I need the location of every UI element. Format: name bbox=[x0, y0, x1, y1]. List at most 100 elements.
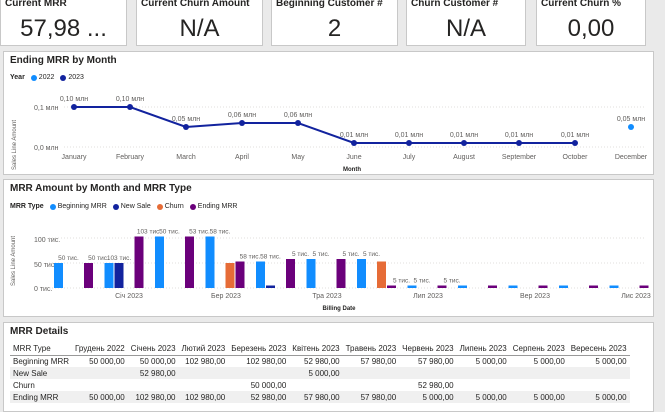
table-cell bbox=[289, 379, 342, 391]
data-point[interactable] bbox=[295, 120, 301, 126]
bar-ending-mrr[interactable] bbox=[488, 285, 497, 289]
data-label: 0,01 млн bbox=[340, 132, 368, 139]
data-point[interactable] bbox=[406, 140, 412, 146]
bar-ending-mrr[interactable] bbox=[437, 285, 447, 289]
column-header[interactable]: Червень 2023 bbox=[399, 343, 457, 356]
legend-item-beginning-mrr[interactable]: Beginning MRR bbox=[49, 203, 107, 210]
kpi-card-churn-amount[interactable]: Current Churn Amount N/A bbox=[136, 0, 263, 46]
y-tick-label: 0,0 млн bbox=[34, 145, 59, 152]
bar-ending-mrr[interactable] bbox=[134, 236, 144, 289]
bar-churn[interactable] bbox=[225, 263, 235, 288]
bar-ending-mrr[interactable] bbox=[286, 259, 295, 288]
column-header[interactable]: Січень 2023 bbox=[127, 343, 179, 356]
y-axis-label: Sales Line Amount bbox=[12, 120, 18, 170]
data-label: 53 тис. bbox=[189, 229, 210, 236]
column-header[interactable]: Травень 2023 bbox=[342, 343, 400, 356]
data-point[interactable] bbox=[351, 140, 357, 146]
bar-ending-mrr[interactable] bbox=[387, 285, 396, 289]
kpi-card-churn-percent[interactable]: Current Churn % 0,00 bbox=[536, 0, 646, 46]
table-header-row: MRR Type Грудень 2022 Січень 2023 Лютий 202… bbox=[10, 343, 630, 356]
y-tick-label: 100 тис. bbox=[34, 237, 60, 244]
column-header[interactable]: Лютий 2023 bbox=[178, 343, 229, 356]
bar-beginning-mrr[interactable] bbox=[256, 261, 265, 289]
bar-beginning-mrr[interactable] bbox=[54, 263, 63, 288]
bar-beginning-mrr[interactable] bbox=[609, 285, 619, 289]
data-label: 0,01 млн bbox=[505, 132, 533, 139]
table-cell: 52 980,00 bbox=[418, 380, 454, 390]
kpi-card-current-mrr[interactable]: Current MRR 57,98 ... bbox=[0, 0, 127, 46]
data-point[interactable] bbox=[628, 124, 634, 130]
data-point[interactable] bbox=[516, 140, 522, 146]
mrr-by-type-bar-chart[interactable]: MRR Amount by Month and MRR Type MRR Typ… bbox=[3, 179, 654, 317]
kpi-value: N/A bbox=[179, 15, 220, 42]
x-tick-label: Січ 2023 bbox=[115, 292, 143, 300]
bar-beginning-mrr[interactable] bbox=[559, 285, 568, 289]
bar-ending-mrr[interactable] bbox=[639, 285, 649, 289]
bar-beginning-mrr[interactable] bbox=[357, 259, 366, 288]
bar-beginning-mrr[interactable] bbox=[306, 259, 316, 288]
data-point[interactable] bbox=[71, 104, 77, 110]
table-row[interactable]: Churn 50 000,00 52 980,00 bbox=[10, 379, 630, 391]
bar-beginning-mrr[interactable] bbox=[104, 263, 114, 288]
bar-new-sale[interactable] bbox=[266, 285, 275, 289]
bar-new-sale[interactable] bbox=[114, 263, 124, 288]
table-cell: 5 000,00 bbox=[533, 356, 565, 366]
bar-beginning-mrr[interactable] bbox=[407, 285, 417, 289]
table-cell bbox=[72, 379, 128, 391]
table-row[interactable]: New Sale 52 980,00 5 000,00 bbox=[10, 367, 630, 379]
table-cell: 50 000,00 bbox=[72, 391, 128, 403]
table-cell bbox=[128, 379, 179, 391]
data-label: 58 тис. bbox=[240, 254, 261, 261]
table-cell: 5 000,00 bbox=[456, 391, 510, 403]
column-header[interactable]: Березень 2023 bbox=[228, 343, 290, 356]
data-point[interactable] bbox=[183, 124, 189, 130]
bar-ending-mrr[interactable] bbox=[538, 285, 548, 289]
x-tick-label: September bbox=[502, 154, 537, 161]
table-cell bbox=[343, 379, 400, 391]
y-tick-label: 0 тис. bbox=[34, 286, 52, 293]
legend-label: New Sale bbox=[120, 203, 151, 210]
table-row[interactable]: Beginning MRR 50 000,00 50 000,00 102 980,0… bbox=[10, 355, 630, 367]
bar-beginning-mrr[interactable] bbox=[458, 285, 467, 289]
table-row[interactable]: Ending MRR 50 000,00 102 980,00 102 980,00 5… bbox=[10, 391, 630, 403]
x-axis-label: Month bbox=[343, 167, 361, 173]
bar-ending-mrr[interactable] bbox=[84, 263, 93, 288]
line-chart-plot: Sales Line Amount 0,1 млн 0,0 млн Month … bbox=[12, 96, 648, 173]
bar-beginning-mrr[interactable] bbox=[508, 285, 518, 289]
column-header[interactable]: Вересень 2023 bbox=[567, 343, 630, 356]
legend-item-2022[interactable]: 2022 bbox=[30, 74, 54, 81]
bar-beginning-mrr[interactable] bbox=[155, 236, 164, 289]
kpi-card-churn-customer[interactable]: Churn Customer # N/A bbox=[406, 0, 526, 46]
legend-item-new-sale[interactable]: New Sale bbox=[112, 203, 151, 210]
column-header[interactable]: Грудень 2022 bbox=[72, 343, 128, 356]
chart-legend: MRR Type Beginning MRR New Sale Churn En… bbox=[10, 203, 237, 210]
bar-ending-mrr[interactable] bbox=[185, 236, 194, 289]
column-header[interactable]: Квітень 2023 bbox=[289, 343, 343, 356]
y-tick-label: 50 тис. bbox=[34, 262, 56, 269]
chart-legend: Year 2022 2023 bbox=[10, 74, 84, 81]
data-point[interactable] bbox=[127, 104, 133, 110]
data-point[interactable] bbox=[572, 140, 578, 146]
legend-item-churn[interactable]: Churn bbox=[156, 203, 184, 210]
kpi-card-beginning-customer[interactable]: Beginning Customer # 2 bbox=[271, 0, 398, 46]
data-point[interactable] bbox=[239, 120, 245, 126]
mrr-details-table-panel[interactable]: MRR Details MRR Type Грудень 2022 Січень 2… bbox=[3, 322, 654, 412]
bar-beginning-mrr[interactable] bbox=[205, 236, 215, 289]
column-header[interactable]: Серпень 2023 bbox=[509, 343, 568, 356]
column-header[interactable]: MRR Type bbox=[10, 343, 73, 356]
ending-mrr-line-chart[interactable]: Ending MRR by Month Year 2022 2023 Sales… bbox=[3, 51, 654, 175]
data-label: 50 тис. bbox=[159, 229, 180, 236]
bar-ending-mrr[interactable] bbox=[589, 285, 598, 289]
data-point[interactable] bbox=[461, 140, 467, 146]
legend-item-ending-mrr[interactable]: Ending MRR bbox=[189, 203, 237, 210]
bar-churn[interactable] bbox=[377, 261, 386, 289]
column-header[interactable]: Липень 2023 bbox=[456, 343, 510, 356]
data-label: 0,05 млн bbox=[172, 116, 200, 123]
table-cell: 5 000,00 bbox=[595, 356, 627, 366]
legend-item-2023[interactable]: 2023 bbox=[60, 74, 84, 81]
bar-ending-mrr[interactable] bbox=[235, 261, 245, 289]
table-cell bbox=[510, 379, 568, 391]
data-label: 50 тис. bbox=[58, 255, 79, 262]
table-cell: 102 980,00 bbox=[246, 356, 287, 366]
bar-ending-mrr[interactable] bbox=[336, 259, 346, 288]
